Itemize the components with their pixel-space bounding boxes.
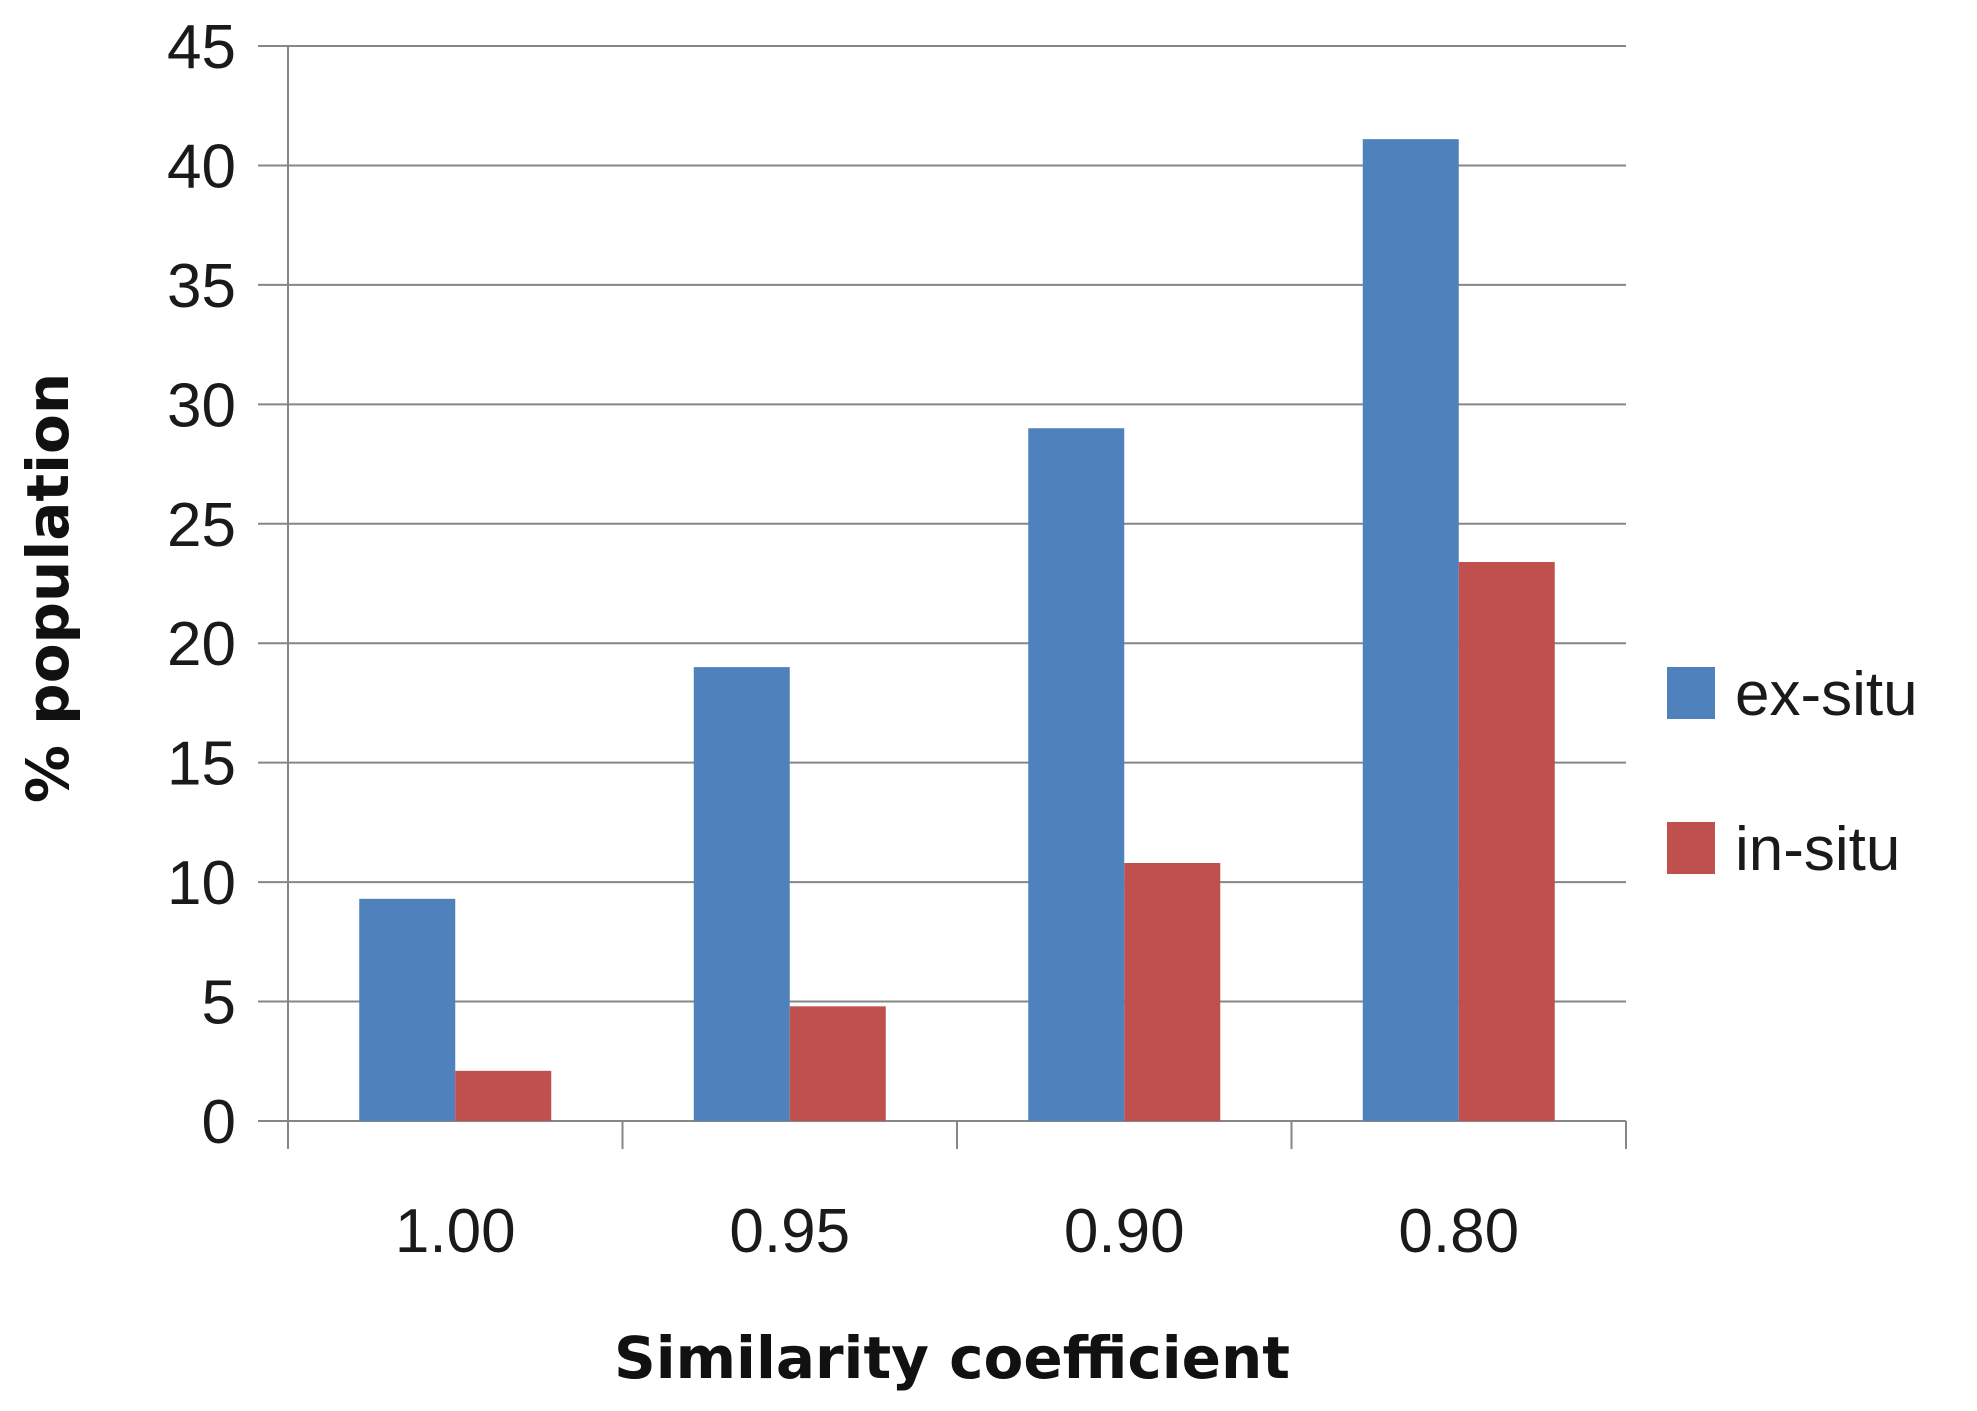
bar-in-situ-1.00 [455, 1070, 552, 1121]
bar-in-situ-0.90 [1124, 863, 1221, 1121]
bars [359, 139, 1555, 1121]
bar-ex-situ-0.90 [1028, 428, 1125, 1121]
bar-ex-situ-0.95 [693, 667, 790, 1121]
legend: ex-situ in-situ [1667, 660, 1918, 884]
bar-in-situ-0.95 [789, 1006, 886, 1121]
y-tick-label: 0 [202, 1088, 236, 1157]
y-tick-labels: 0 5 10 15 20 25 30 35 40 45 [167, 13, 236, 1157]
y-tick-label: 5 [202, 969, 236, 1038]
y-tick-label: 45 [167, 13, 236, 82]
x-axis-title: Similarity coefficient [614, 1324, 1290, 1392]
x-tick-label: 0.90 [1064, 1197, 1185, 1266]
legend-label-in-situ: in-situ [1735, 815, 1900, 884]
x-tick-labels: 1.00 0.95 0.90 0.80 [395, 1197, 1519, 1266]
gridlines [288, 45, 1626, 1003]
y-tick-label: 30 [167, 371, 236, 440]
bar-ex-situ-0.80 [1362, 139, 1459, 1121]
legend-label-ex-situ: ex-situ [1735, 660, 1918, 729]
bar-ex-situ-1.00 [359, 898, 456, 1121]
y-tick-label: 20 [167, 610, 236, 679]
x-tick-label: 0.80 [1398, 1197, 1519, 1266]
x-tick-label: 0.95 [729, 1197, 850, 1266]
y-axis-title: % population [14, 373, 82, 803]
legend-swatch-ex-situ [1667, 667, 1715, 719]
y-tick-label: 40 [167, 132, 236, 201]
y-tick-label: 25 [167, 491, 236, 560]
y-tick-label: 15 [167, 730, 236, 799]
legend-swatch-in-situ [1667, 822, 1715, 874]
bar-in-situ-0.80 [1458, 562, 1555, 1121]
y-tick-label: 35 [167, 252, 236, 321]
x-tick-label: 1.00 [395, 1197, 516, 1266]
y-tick-label: 10 [167, 849, 236, 918]
